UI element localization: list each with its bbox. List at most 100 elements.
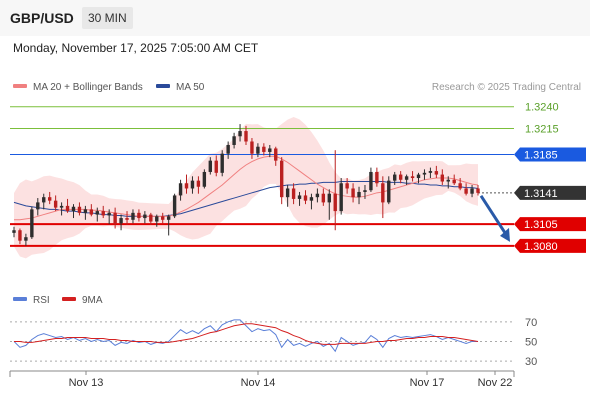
projection-arrowhead: [500, 227, 510, 242]
x-tick-label: Nov 22: [478, 377, 513, 389]
timeframe-button[interactable]: 30 MIN: [82, 7, 133, 29]
candle: [303, 190, 308, 205]
candle-body: [18, 230, 22, 241]
candle: [131, 209, 135, 224]
rsi-line: [13, 319, 478, 353]
candle: [18, 228, 22, 245]
candle-body: [381, 183, 385, 203]
candle-body: [274, 148, 278, 161]
candle: [297, 191, 302, 206]
candle-body: [137, 212, 141, 219]
candle: [464, 183, 468, 196]
candle: [36, 198, 40, 216]
candle: [440, 169, 445, 185]
candle: [226, 141, 230, 159]
candle-body: [244, 131, 248, 142]
projection-line: [479, 195, 509, 237]
rsi-tick-50: 50: [525, 336, 537, 348]
ma50-legend-label: MA 50: [176, 82, 205, 93]
candle: [428, 167, 433, 179]
candle-body: [232, 136, 236, 145]
bollinger-band-area: [14, 116, 478, 259]
candle-body: [238, 131, 242, 137]
x-tick-label: Nov 13: [69, 377, 104, 389]
bollinger-band: [14, 116, 478, 259]
candle: [393, 171, 397, 185]
candle-body: [119, 218, 123, 224]
level-label-1.3105: 1.3105: [524, 219, 558, 231]
candle-body: [268, 148, 272, 152]
candle-body: [172, 195, 177, 217]
candle-body: [101, 211, 105, 216]
candle: [71, 204, 76, 219]
ma50-legend-swatch: [156, 84, 170, 88]
candle-body: [250, 141, 254, 154]
level-tag-1.3141: [514, 185, 586, 200]
candle-body: [321, 193, 326, 203]
candle-body: [47, 197, 52, 201]
candle-body: [226, 144, 230, 154]
candle: [65, 198, 70, 213]
candle: [196, 176, 201, 194]
rsi-tick-30: 30: [525, 356, 537, 368]
candle: [404, 174, 409, 185]
candle: [333, 150, 337, 231]
candle-body: [404, 176, 409, 180]
candle-body: [291, 188, 296, 199]
candle: [262, 143, 266, 156]
candle: [47, 191, 52, 205]
candle: [339, 178, 343, 215]
candle: [458, 178, 462, 191]
candle-body: [422, 172, 427, 175]
candle: [387, 176, 391, 205]
candle: [42, 193, 46, 210]
candle-body: [95, 211, 99, 215]
candle: [381, 176, 385, 219]
candle-body: [83, 209, 88, 213]
level-label-1.3185: 1.3185: [524, 150, 558, 162]
candle-body: [89, 209, 94, 215]
candle-body: [256, 146, 260, 154]
chart-header: GBP/USD 30 MIN: [0, 0, 590, 36]
candle-body: [434, 171, 439, 175]
candle: [309, 193, 314, 210]
candle: [95, 207, 99, 222]
candle: [446, 176, 450, 189]
candle: [470, 185, 474, 198]
candle: [184, 174, 189, 194]
level-label-1.3215: 1.3215: [525, 123, 559, 135]
candle-body: [36, 202, 40, 210]
candle: [119, 214, 123, 231]
candle: [369, 167, 373, 192]
candle: [434, 165, 439, 179]
candle-body: [476, 188, 480, 193]
candle: [274, 146, 278, 166]
candle-body: [113, 212, 117, 224]
candle: [416, 172, 421, 184]
candle-body: [387, 180, 391, 203]
candle: [279, 157, 284, 205]
candle: [357, 186, 361, 205]
candle-body: [155, 216, 159, 222]
candle-body: [315, 193, 320, 198]
candle-body: [262, 146, 266, 152]
candle-body: [369, 171, 373, 191]
ma20-legend-swatch: [13, 84, 27, 88]
rsi-legend: RSI 9MA: [13, 295, 103, 306]
rsi-legend-label: RSI: [33, 295, 50, 306]
candle-body: [125, 218, 129, 220]
candle-body: [143, 214, 147, 219]
candle: [256, 143, 260, 158]
candle: [351, 183, 355, 203]
candle-body: [303, 195, 308, 201]
price-levels: [10, 106, 514, 247]
candle: [422, 169, 427, 180]
candle-body: [12, 230, 16, 233]
candle-body: [416, 174, 421, 179]
candle-body: [440, 174, 445, 182]
credit-text: Research © 2025 Trading Central: [432, 82, 581, 93]
candle-body: [309, 197, 314, 201]
rsi-ma-legend-swatch: [62, 297, 76, 301]
chart-timestamp: Monday, November 17, 2025 7:05:00 AM CET: [13, 41, 259, 55]
